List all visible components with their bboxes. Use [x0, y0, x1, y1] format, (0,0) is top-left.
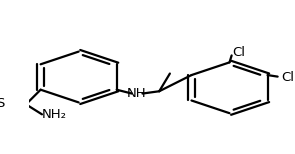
Text: S: S — [0, 97, 4, 110]
Text: NH₂: NH₂ — [42, 108, 67, 121]
Text: Cl: Cl — [281, 71, 294, 84]
Text: NH: NH — [127, 87, 146, 100]
Text: Cl: Cl — [232, 46, 245, 59]
